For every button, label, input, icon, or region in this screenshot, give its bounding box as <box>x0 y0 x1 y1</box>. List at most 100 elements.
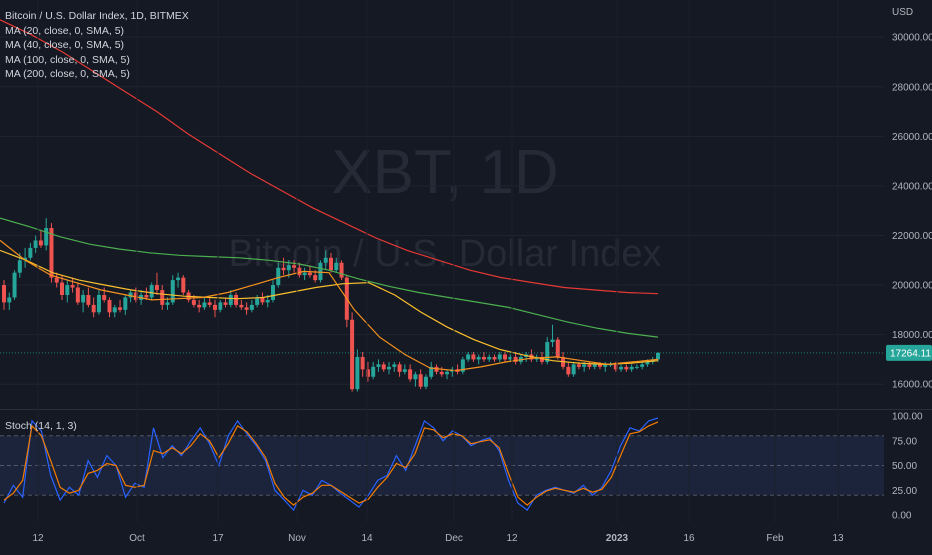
candle <box>503 351 508 362</box>
candle-body <box>460 359 465 372</box>
candle-body <box>38 240 43 246</box>
candle <box>555 337 560 360</box>
legend-ma20[interactable]: MA (20, close, 0, SMA, 5) <box>5 24 125 37</box>
candle-body <box>270 285 275 300</box>
candle-body <box>334 262 339 271</box>
candle-body <box>228 294 233 305</box>
candle-body <box>302 272 307 276</box>
candle-body <box>497 354 502 360</box>
candle-body <box>613 364 618 370</box>
candle <box>60 275 65 300</box>
price-pane <box>0 19 884 392</box>
candle-body <box>81 294 86 303</box>
candle <box>429 361 434 380</box>
candle-body <box>44 228 49 246</box>
candle <box>202 297 207 310</box>
candle <box>160 285 165 310</box>
time-tick-label: 12 <box>32 533 44 544</box>
price-tick-label: 30000.00 <box>892 33 932 44</box>
candle-body <box>23 257 28 261</box>
candle-body <box>244 307 249 310</box>
legend-title[interactable]: Bitcoin / U.S. Dollar Index, 1D, BITMEX <box>5 10 189 22</box>
price-tick-label: 24000.00 <box>892 181 932 192</box>
candle <box>144 287 149 300</box>
candle <box>118 299 123 313</box>
candle-body <box>112 307 117 313</box>
candle-body <box>413 374 418 380</box>
candle <box>550 324 555 348</box>
candle-body <box>439 371 444 375</box>
candle-body <box>387 366 392 370</box>
candle-body <box>60 282 65 295</box>
candle <box>492 354 497 362</box>
candle-body <box>371 366 376 377</box>
candle <box>249 299 254 313</box>
candle <box>624 364 629 372</box>
candle <box>123 294 128 315</box>
legend-ma200[interactable]: MA (200, close, 0, SMA, 5) <box>5 68 130 80</box>
candle <box>329 252 333 273</box>
candle <box>423 374 428 390</box>
candle <box>413 371 418 387</box>
candle <box>149 282 154 300</box>
candle-body <box>65 285 70 295</box>
candle <box>497 351 502 362</box>
candle <box>476 354 481 365</box>
price-tick-label: 18000.00 <box>892 330 932 341</box>
price-axis[interactable]: USD 30000.00 28000.00 26000.00 24000.00 2200… <box>886 7 932 391</box>
candle-body <box>160 290 165 305</box>
candle-body <box>402 369 407 372</box>
candle <box>91 297 96 318</box>
time-axis[interactable]: 12 Oct 17 Nov 14 Dec 12 2023 16 Feb 13 <box>32 0 844 544</box>
legend-ma100[interactable]: MA (100, close, 0, SMA, 5) <box>5 53 130 66</box>
time-tick-label: 14 <box>361 533 373 544</box>
candle-body <box>418 374 423 387</box>
candle-body <box>645 361 650 365</box>
time-tick-label: 16 <box>683 533 695 544</box>
candle <box>566 361 571 377</box>
candle-body <box>381 364 386 370</box>
candle <box>270 280 275 303</box>
candle-body <box>86 294 91 305</box>
candle <box>244 302 249 315</box>
candle-body <box>197 304 202 308</box>
candle <box>487 354 492 362</box>
legend-ma40[interactable]: MA (40, close, 0, SMA, 5) <box>5 39 125 51</box>
candle-body <box>2 285 6 303</box>
candle <box>371 361 376 380</box>
price-tick-label: 20000.00 <box>892 281 932 292</box>
candle-body <box>576 364 581 367</box>
candle-body <box>587 364 592 367</box>
watermark: XBT, 1D Bitcoin / U.S. Dollar Index <box>229 138 662 275</box>
candle-body <box>471 354 476 360</box>
candle-body <box>329 257 333 271</box>
stoch-legend[interactable]: Stoch (14, 1, 3) <box>5 420 77 432</box>
candle-body <box>181 277 186 293</box>
candle-body <box>466 354 471 360</box>
candle <box>170 275 175 305</box>
candle-body <box>555 339 560 357</box>
candle-body <box>91 304 96 313</box>
candle-body <box>423 376 428 387</box>
candle-body <box>397 364 402 372</box>
candle-body <box>54 277 59 283</box>
candle-body <box>154 285 159 291</box>
stoch-axis[interactable]: 100.00 75.00 50.00 25.00 0.00 <box>892 412 923 522</box>
candle <box>402 364 407 375</box>
candle-body <box>571 364 576 375</box>
candle-body <box>566 366 571 375</box>
candle-body <box>592 364 597 367</box>
candle <box>656 351 660 362</box>
candle-body <box>392 364 397 367</box>
price-tick-label: 28000.00 <box>892 82 932 93</box>
candle-body <box>260 297 265 303</box>
candle-body <box>545 342 550 362</box>
candle <box>23 247 28 268</box>
candle-body <box>624 366 629 370</box>
candle-body <box>582 364 587 367</box>
stoch-tick-label: 25.00 <box>892 486 917 497</box>
candle <box>197 299 202 313</box>
candle-body <box>170 280 175 303</box>
candle <box>12 270 17 300</box>
